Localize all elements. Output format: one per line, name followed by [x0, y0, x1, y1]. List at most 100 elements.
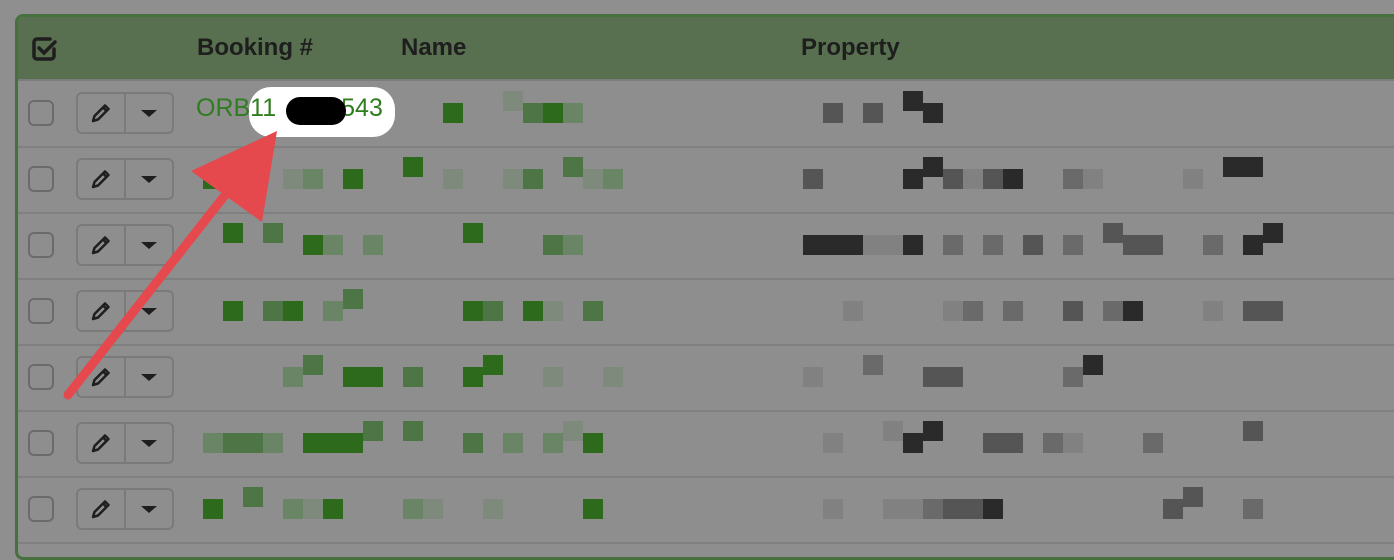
redacted-pixel [543, 367, 563, 387]
edit-button[interactable] [78, 94, 124, 132]
booking-number-link[interactable]: ORB11 543 [196, 94, 383, 123]
redacted-pixel [243, 487, 263, 507]
redacted-pixel [563, 103, 583, 123]
redacted-pixel [583, 169, 603, 189]
row-checkbox[interactable] [28, 232, 54, 258]
caret-down-icon [141, 307, 157, 315]
row-checkbox[interactable] [28, 100, 54, 126]
redacted-pixel [1003, 433, 1023, 453]
pencil-icon [91, 104, 110, 123]
redacted-pixel [983, 169, 1003, 189]
redacted-pixel [903, 91, 923, 111]
redacted-pixel [263, 433, 283, 453]
edit-button[interactable] [78, 490, 124, 528]
redacted-pixel [443, 103, 463, 123]
redacted-pixel [1063, 433, 1083, 453]
edit-button[interactable] [78, 358, 124, 396]
redacted-pixel [1123, 235, 1143, 255]
actions-dropdown-button[interactable] [124, 226, 172, 264]
redacted-pixel [1083, 355, 1103, 375]
redacted-pixel [1023, 235, 1043, 255]
row-checkbox[interactable] [28, 166, 54, 192]
redacted-pixel [943, 235, 963, 255]
actions-dropdown-button[interactable] [124, 490, 172, 528]
redacted-pixel [323, 433, 343, 453]
booking-prefix: ORB11 [196, 94, 277, 122]
edit-button[interactable] [78, 424, 124, 462]
actions-dropdown-button[interactable] [124, 424, 172, 462]
pencil-icon [91, 302, 110, 321]
redacted-pixel [403, 157, 423, 177]
redacted-pixel [943, 499, 963, 519]
row-checkbox[interactable] [28, 364, 54, 390]
table-row [18, 81, 1394, 148]
redacted-pixel [543, 433, 563, 453]
column-header-property[interactable]: Property [801, 34, 900, 61]
redacted-pixel [343, 289, 363, 309]
actions-dropdown-button[interactable] [124, 358, 172, 396]
row-checkbox[interactable] [28, 298, 54, 324]
redacted-pixel [943, 367, 963, 387]
redacted-pixel [503, 433, 523, 453]
redacted-pixel [903, 235, 923, 255]
redacted-pixel [1243, 235, 1263, 255]
row-checkbox[interactable] [28, 496, 54, 522]
table-row [18, 411, 1394, 478]
redacted-pixel [1243, 499, 1263, 519]
redacted-pixel [1163, 499, 1183, 519]
redacted-pixel [603, 367, 623, 387]
redacted-pixel [1223, 157, 1243, 177]
redacted-pixel [1123, 301, 1143, 321]
redacted-pixel [483, 301, 503, 321]
redacted-pixel [443, 169, 463, 189]
column-header-name[interactable]: Name [401, 34, 467, 61]
select-all-checkbox[interactable] [30, 35, 58, 68]
edit-button[interactable] [78, 160, 124, 198]
table-row [18, 345, 1394, 412]
redacted-pixel [1063, 169, 1083, 189]
redacted-pixel [543, 301, 563, 321]
pencil-icon [91, 368, 110, 387]
redacted-pixel [523, 169, 543, 189]
redacted-pixel [423, 499, 443, 519]
redacted-pixel [903, 499, 923, 519]
redacted-pixel [523, 103, 543, 123]
table-row [18, 477, 1394, 544]
redacted-pixel [403, 367, 423, 387]
redacted-pixel [343, 169, 363, 189]
row-actions [76, 158, 174, 200]
edit-button[interactable] [78, 226, 124, 264]
pencil-icon [91, 434, 110, 453]
redacted-pixel [463, 223, 483, 243]
caret-down-icon [141, 109, 157, 117]
row-checkbox[interactable] [28, 430, 54, 456]
row-actions [76, 92, 174, 134]
redacted-pixel [803, 235, 823, 255]
redacted-pixel [943, 169, 963, 189]
caret-down-icon [141, 505, 157, 513]
redacted-pixel [263, 301, 283, 321]
redacted-pixel [263, 223, 283, 243]
actions-dropdown-button[interactable] [124, 292, 172, 330]
booking-suffix: 543 [341, 94, 383, 122]
redacted-pixel [963, 301, 983, 321]
redacted-pixel [523, 301, 543, 321]
actions-dropdown-button[interactable] [124, 94, 172, 132]
redacted-pixel [283, 367, 303, 387]
column-header-booking[interactable]: Booking # [197, 34, 314, 61]
redacted-pixel [323, 499, 343, 519]
redacted-pixel [283, 499, 303, 519]
redacted-pixel [923, 499, 943, 519]
redacted-pixel [823, 499, 843, 519]
redacted-pixel [923, 157, 943, 177]
redacted-pixel [283, 301, 303, 321]
redacted-pixel [1063, 235, 1083, 255]
redacted-pixel [963, 169, 983, 189]
redacted-pixel [283, 169, 303, 189]
redacted-pixel [923, 103, 943, 123]
redacted-pixel [1203, 301, 1223, 321]
redacted-pixel [223, 301, 243, 321]
redacted-pixel [363, 367, 383, 387]
edit-button[interactable] [78, 292, 124, 330]
actions-dropdown-button[interactable] [124, 160, 172, 198]
